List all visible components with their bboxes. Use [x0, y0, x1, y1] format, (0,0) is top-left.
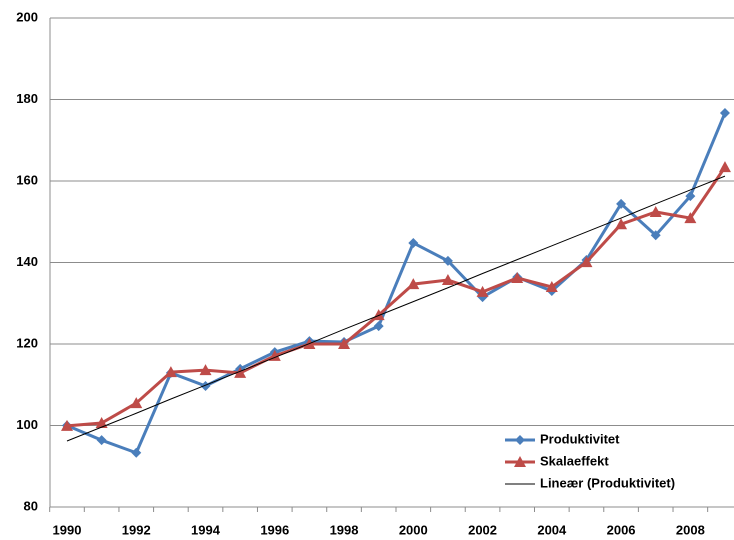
- x-tick-label: 2008: [676, 522, 705, 537]
- marker: [234, 366, 247, 378]
- x-tick-label: 1996: [260, 522, 289, 537]
- y-tick-label: 180: [16, 91, 38, 106]
- y-tick-label: 80: [24, 498, 38, 513]
- marker: [373, 321, 384, 332]
- legend-label: Produktivitet: [540, 431, 620, 446]
- x-tick-label: 2000: [399, 522, 428, 537]
- marker: [164, 366, 177, 378]
- marker: [718, 161, 731, 173]
- marker: [545, 280, 558, 292]
- marker: [131, 447, 142, 458]
- marker: [650, 230, 661, 241]
- series-line: [66, 166, 727, 428]
- marker: [61, 419, 73, 431]
- series-line: [66, 175, 726, 442]
- y-tick-label: 100: [16, 417, 38, 432]
- marker: [96, 435, 107, 446]
- marker: [685, 191, 696, 202]
- marker: [616, 198, 627, 209]
- x-tick-label: 2002: [468, 522, 497, 537]
- legend-label: Lineær (Produktivitet): [540, 475, 675, 490]
- legend-label: Skalaeffekt: [540, 453, 609, 468]
- marker: [515, 435, 525, 445]
- marker: [200, 380, 211, 391]
- marker: [615, 218, 628, 230]
- series-line: [66, 112, 727, 455]
- y-tick-label: 120: [16, 335, 38, 350]
- marker: [684, 212, 697, 224]
- y-tick-label: 160: [16, 172, 38, 187]
- marker: [407, 278, 420, 290]
- marker: [372, 309, 385, 321]
- marker: [268, 349, 281, 361]
- marker: [511, 271, 524, 283]
- marker: [130, 397, 143, 409]
- marker: [408, 237, 419, 248]
- marker: [95, 417, 108, 429]
- x-tick-label: 2004: [537, 522, 567, 537]
- marker: [441, 274, 454, 286]
- y-tick-label: 200: [16, 9, 38, 24]
- marker: [442, 255, 453, 266]
- x-tick-label: 1990: [53, 522, 82, 537]
- marker: [649, 205, 662, 217]
- marker: [514, 456, 526, 467]
- marker: [580, 256, 593, 268]
- x-tick-label: 2006: [607, 522, 636, 537]
- marker: [476, 285, 489, 297]
- y-tick-label: 140: [16, 254, 38, 269]
- marker: [719, 107, 730, 118]
- x-tick-label: 1994: [191, 522, 221, 537]
- marker: [199, 364, 212, 376]
- marker: [338, 338, 351, 349]
- x-tick-label: 1998: [330, 522, 359, 537]
- x-tick-label: 1992: [122, 522, 151, 537]
